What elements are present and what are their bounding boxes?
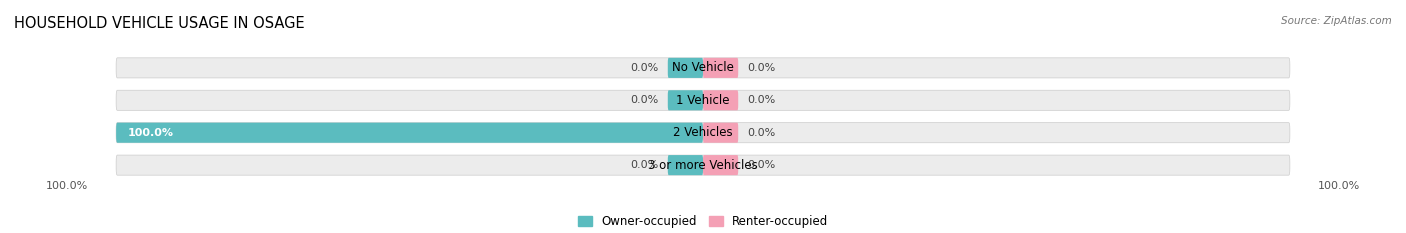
FancyBboxPatch shape [703,90,738,110]
Text: Source: ZipAtlas.com: Source: ZipAtlas.com [1281,16,1392,26]
FancyBboxPatch shape [703,123,738,143]
Text: 0.0%: 0.0% [747,160,775,170]
FancyBboxPatch shape [117,123,703,143]
FancyBboxPatch shape [668,155,703,175]
Text: 0.0%: 0.0% [747,95,775,105]
Text: 100.0%: 100.0% [1317,181,1360,191]
FancyBboxPatch shape [703,58,738,78]
FancyBboxPatch shape [117,123,1289,143]
Text: 100.0%: 100.0% [128,128,174,138]
FancyBboxPatch shape [117,155,1289,175]
Text: 1 Vehicle: 1 Vehicle [676,94,730,107]
FancyBboxPatch shape [117,90,1289,110]
Text: 3 or more Vehicles: 3 or more Vehicles [648,159,758,172]
FancyBboxPatch shape [668,58,703,78]
Text: 100.0%: 100.0% [46,181,89,191]
Legend: Owner-occupied, Renter-occupied: Owner-occupied, Renter-occupied [572,210,834,233]
Text: 0.0%: 0.0% [631,160,659,170]
Text: 0.0%: 0.0% [747,63,775,73]
FancyBboxPatch shape [668,90,703,110]
FancyBboxPatch shape [117,58,1289,78]
Text: 0.0%: 0.0% [747,128,775,138]
Text: 0.0%: 0.0% [631,63,659,73]
Text: 2 Vehicles: 2 Vehicles [673,126,733,139]
Text: HOUSEHOLD VEHICLE USAGE IN OSAGE: HOUSEHOLD VEHICLE USAGE IN OSAGE [14,16,305,31]
Text: No Vehicle: No Vehicle [672,61,734,74]
FancyBboxPatch shape [703,155,738,175]
Text: 0.0%: 0.0% [631,95,659,105]
